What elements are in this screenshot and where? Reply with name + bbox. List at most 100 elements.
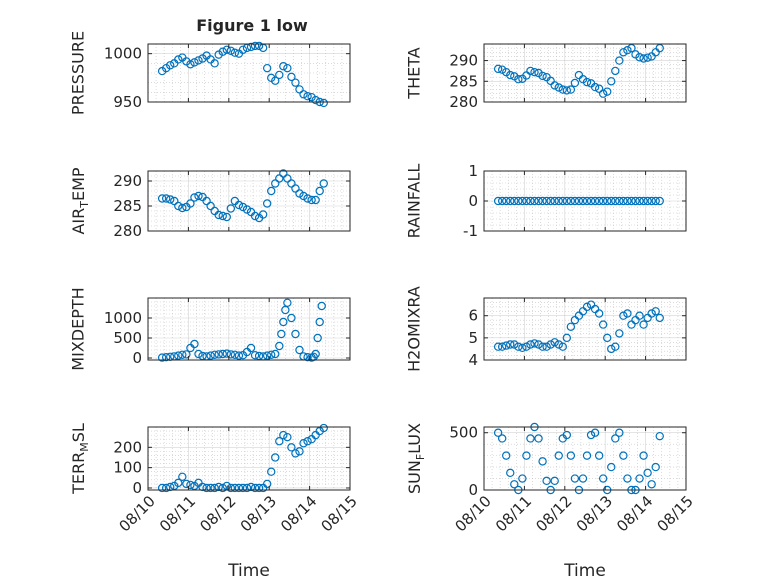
data-point <box>510 340 519 349</box>
data-point <box>493 196 503 206</box>
data-point <box>651 196 660 206</box>
axes-box <box>147 297 351 361</box>
data-point <box>586 196 596 206</box>
data-point <box>198 482 207 492</box>
y-tick-label: 5 <box>468 329 478 347</box>
data-point <box>530 339 539 348</box>
data-point <box>222 212 231 222</box>
data-point <box>178 472 187 481</box>
data-point <box>550 196 559 206</box>
data-point <box>246 42 256 52</box>
data-point <box>643 53 652 62</box>
data-point <box>582 302 592 312</box>
y-tick-label: 950 <box>113 93 142 111</box>
data-point <box>655 43 664 53</box>
data-point <box>170 196 179 206</box>
data-point <box>538 342 547 351</box>
data-point <box>582 77 592 87</box>
data-point <box>651 307 660 316</box>
data-point <box>566 322 576 331</box>
data-point <box>254 41 264 51</box>
data-point <box>303 353 312 362</box>
data-point <box>166 482 175 492</box>
data-point <box>493 64 503 74</box>
data-point <box>250 351 260 360</box>
data-point <box>313 333 322 343</box>
data-point <box>574 196 584 206</box>
data-point <box>262 199 272 208</box>
data-point <box>166 195 175 204</box>
y-axis-label: PRESSURE <box>69 31 88 115</box>
data-point <box>566 196 576 206</box>
data-point <box>546 340 555 349</box>
data-point <box>258 210 268 219</box>
data-point <box>214 350 223 359</box>
data-point <box>578 474 588 483</box>
data-point <box>623 474 632 483</box>
data-point <box>161 483 171 493</box>
data-point <box>157 353 167 362</box>
data-point <box>174 55 183 64</box>
x-tick-label: 08/12 <box>196 492 239 535</box>
data-point <box>250 483 260 493</box>
data-point <box>178 350 187 359</box>
data-point <box>303 194 312 203</box>
data-point <box>315 317 324 327</box>
data-point <box>271 179 280 188</box>
data-point <box>190 339 199 349</box>
data-point <box>526 66 535 76</box>
data-point <box>222 349 231 358</box>
data-point <box>514 342 523 351</box>
axes-box <box>147 43 351 103</box>
figure-title: Figure 1 low <box>196 16 308 35</box>
data-point <box>506 340 515 349</box>
data-point <box>623 196 632 206</box>
data-point <box>655 196 664 206</box>
x-tick-label: 08/12 <box>532 492 575 535</box>
subplot-h2omixra: 4 5 6 H2OMIXRA <box>405 286 687 372</box>
data-point <box>291 184 300 193</box>
data-point <box>554 340 563 349</box>
data-point <box>174 351 183 360</box>
data-point <box>218 349 227 359</box>
data-point <box>287 443 296 452</box>
data-point <box>514 196 523 206</box>
data-point <box>206 351 215 360</box>
data-point <box>287 72 296 82</box>
data-point <box>206 201 215 211</box>
data-point <box>295 85 304 94</box>
data-point <box>562 333 572 343</box>
data-point <box>651 462 660 472</box>
data-point <box>598 320 608 329</box>
y-tick-label: 500 <box>113 329 142 347</box>
data-point <box>590 196 600 206</box>
data-point <box>619 48 628 57</box>
data-point <box>190 58 199 67</box>
data-point <box>246 482 256 492</box>
data-point <box>526 196 535 206</box>
data-point <box>234 483 244 493</box>
data-point <box>271 349 280 359</box>
data-point <box>161 194 171 203</box>
data-point <box>283 63 292 73</box>
data-point <box>522 451 531 460</box>
data-point <box>619 451 628 460</box>
data-point <box>607 196 616 206</box>
y-tick-label: 1000 <box>104 309 142 327</box>
data-point <box>202 483 211 493</box>
data-point <box>230 350 240 359</box>
data-point <box>210 350 219 359</box>
data-point <box>311 195 320 205</box>
data-point <box>202 196 211 206</box>
data-point <box>262 479 272 489</box>
data-point <box>287 313 296 323</box>
y-tick-label: 280 <box>113 222 142 240</box>
plot-area <box>148 427 350 490</box>
data-point <box>497 434 507 443</box>
data-point <box>157 483 167 493</box>
data-point <box>230 483 240 493</box>
data-point <box>186 60 195 69</box>
data-point <box>226 204 236 213</box>
data-point <box>238 45 248 55</box>
x-tick-label: 08/10 <box>116 492 159 535</box>
